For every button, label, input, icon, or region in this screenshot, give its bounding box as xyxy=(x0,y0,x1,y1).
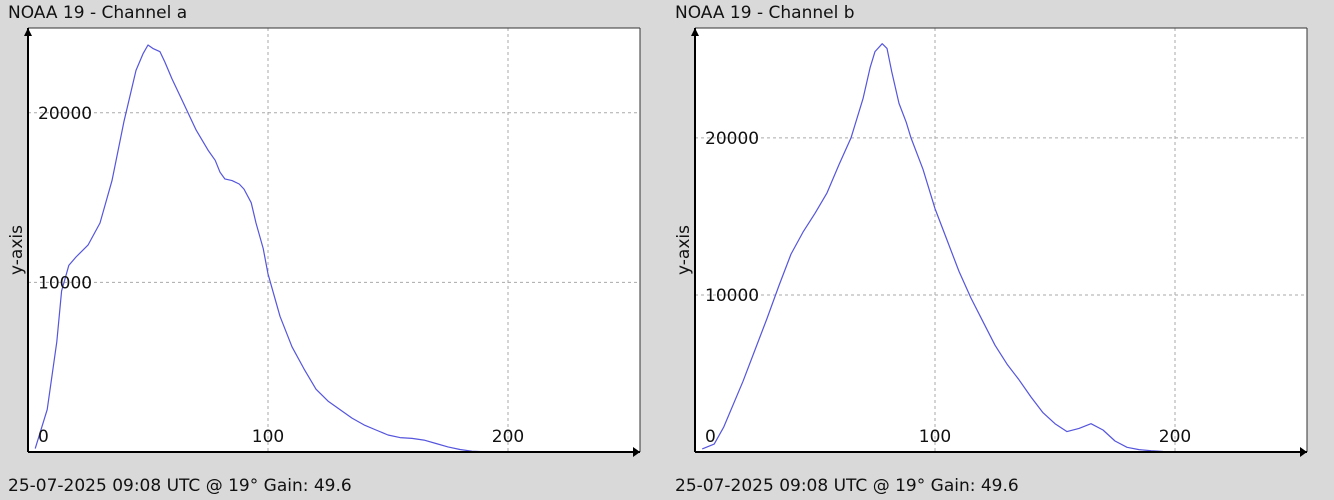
plot-area: 0 100 200 10000 20000 y-axis xyxy=(7,27,641,457)
x-tick-label: 200 xyxy=(492,427,524,447)
chart-title: NOAA 19 - Channel b xyxy=(675,3,855,23)
x-tick-label: 100 xyxy=(919,427,951,447)
pass-info-footer: 25-07-2025 09:08 UTC @ 19° Gain: 49.6 xyxy=(675,476,1019,496)
y-axis-title: y-axis xyxy=(7,225,27,275)
x-tick-label: 0 xyxy=(705,427,716,447)
x-tick-label: 100 xyxy=(252,427,284,447)
series-line xyxy=(34,44,485,453)
x-tick-label: 200 xyxy=(1159,427,1191,447)
chart-panel-channel-a: NOAA 19 - Channel a 0 100 200 10000 20000 y-a… xyxy=(0,0,660,500)
y-tick-label: 20000 xyxy=(38,104,92,124)
y-tick-label: 10000 xyxy=(38,273,92,293)
y-tick-label: 10000 xyxy=(705,286,759,306)
x-axis-arrow xyxy=(633,447,640,457)
x-tick-label: 0 xyxy=(38,427,49,447)
y-tick-label: 20000 xyxy=(705,129,759,149)
pass-info-footer: 25-07-2025 09:08 UTC @ 19° Gain: 49.6 xyxy=(8,476,352,496)
y-axis-title: y-axis xyxy=(674,225,694,275)
y-axis-arrow xyxy=(691,28,699,36)
plot-background xyxy=(28,28,640,452)
plot-background xyxy=(695,28,1307,452)
x-axis-arrow xyxy=(1300,447,1307,457)
y-axis-arrow xyxy=(24,28,32,36)
chart-panel-channel-b: NOAA 19 - Channel b 0 100 200 10000 20000 y-a… xyxy=(667,0,1327,500)
series-line xyxy=(701,43,1171,453)
plot-area: 0 100 200 10000 20000 y-axis xyxy=(674,27,1308,457)
chart-title: NOAA 19 - Channel a xyxy=(8,3,188,23)
